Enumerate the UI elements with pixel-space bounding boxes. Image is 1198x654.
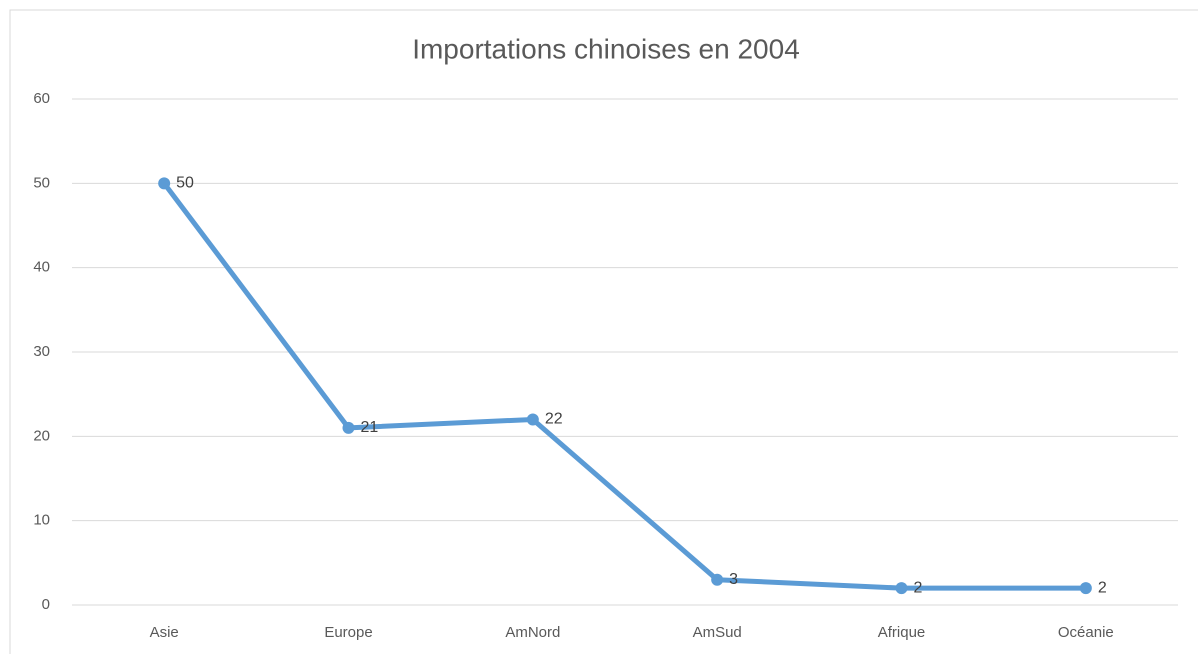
data-label: 22 (545, 411, 563, 428)
y-tick-label: 60 (33, 90, 50, 107)
data-label: 21 (361, 419, 379, 436)
marker (158, 177, 171, 190)
x-tick-label: AmSud (693, 624, 742, 641)
marker (895, 582, 908, 595)
x-tick-label: Europe (324, 624, 372, 641)
marker (711, 573, 724, 586)
data-label: 3 (729, 571, 738, 588)
y-tick-label: 50 (33, 174, 50, 191)
data-label: 2 (1098, 579, 1107, 596)
data-label: 50 (176, 175, 194, 192)
y-tick-label: 20 (33, 427, 50, 444)
marker (526, 413, 539, 426)
y-tick-label: 30 (33, 343, 50, 360)
y-tick-label: 0 (42, 596, 50, 613)
marker (1079, 582, 1092, 595)
chart-frame (9, 9, 1198, 654)
data-label: 2 (914, 579, 923, 596)
x-tick-label: Afrique (878, 624, 926, 641)
line (161, 180, 1089, 591)
chart-title: Importations chinoises en 2004 (412, 33, 800, 64)
x-tick-label: Océanie (1058, 624, 1114, 641)
x-tick-label: Asie (150, 624, 179, 641)
y-tick-label: 40 (33, 259, 50, 276)
x-tick-label: AmNord (505, 624, 560, 641)
y-tick-label: 10 (33, 512, 50, 529)
marker (342, 421, 355, 434)
